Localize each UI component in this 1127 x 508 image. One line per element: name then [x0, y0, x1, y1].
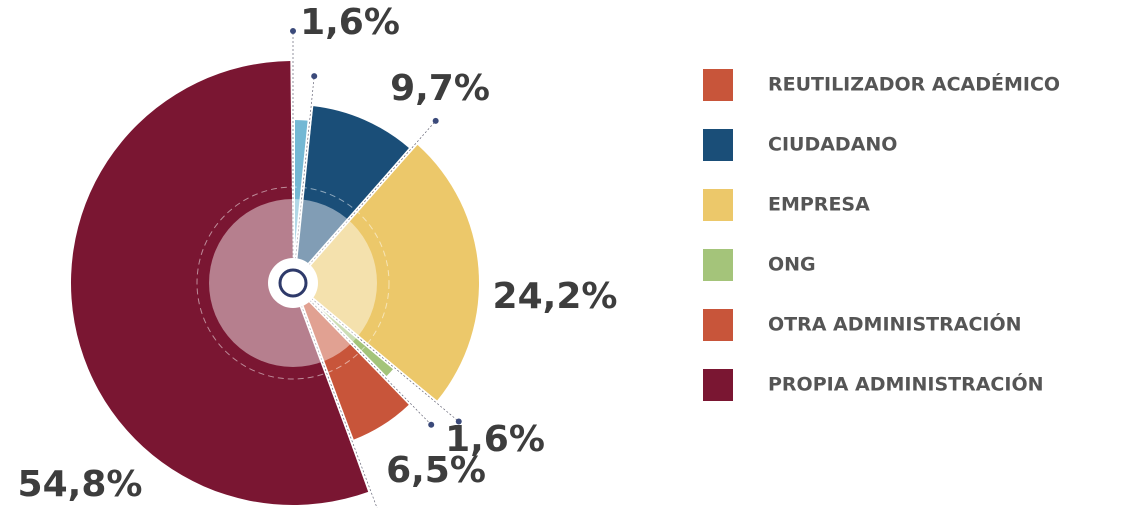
guide-line [292, 120, 436, 284]
value-label: 1,6% [300, 2, 400, 43]
value-label: 6,5% [386, 450, 486, 491]
value-label: 54,8% [18, 464, 143, 505]
center [268, 258, 318, 308]
guide-dot [311, 73, 318, 80]
guide-dot [290, 28, 296, 34]
slice [293, 144, 479, 401]
legend-label: OTRA ADMINISTRACIÓN [768, 312, 1022, 336]
legend-label: ONG [768, 254, 816, 276]
center-ring [278, 268, 308, 298]
guide-dot [432, 117, 439, 124]
legend-label: PROPIA ADMINISTRACIÓN [768, 372, 1044, 396]
guide-dot [455, 418, 462, 425]
value-label: 24,2% [493, 276, 618, 317]
legend-swatch [703, 69, 733, 101]
value-label: 1,6% [445, 419, 545, 460]
slice [71, 61, 369, 505]
legend-swatch [703, 189, 733, 221]
legend-label: CIUDADANO [768, 134, 897, 156]
guide-line [292, 76, 315, 284]
guide-line [292, 282, 378, 508]
legend-label: REUTILIZADOR ACADÉMICO [768, 73, 1060, 96]
legend-swatch [703, 369, 733, 401]
legend-label: EMPRESA [768, 194, 870, 216]
guide-dot [428, 421, 435, 428]
guide-line [292, 282, 432, 426]
slice [293, 106, 409, 283]
legend-swatch [703, 129, 733, 161]
slice [293, 283, 409, 440]
value-label: 9,7% [390, 68, 490, 109]
guide-line [292, 282, 459, 422]
legend-swatch [703, 309, 733, 341]
inner-ring [196, 186, 390, 380]
legend-swatch [703, 249, 733, 281]
